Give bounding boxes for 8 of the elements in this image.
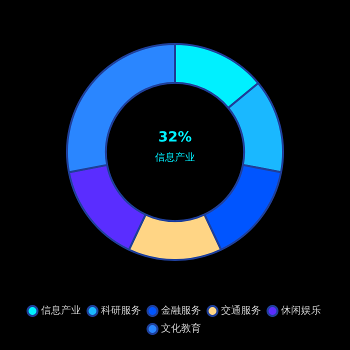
legend-label: 金融服务 bbox=[161, 304, 201, 317]
legend-label: 休闲娱乐 bbox=[281, 304, 321, 317]
legend-label: 科研服务 bbox=[101, 304, 141, 317]
legend-label: 交通服务 bbox=[221, 304, 261, 317]
legend-label: 信息产业 bbox=[41, 304, 81, 317]
text: 信息产业 bbox=[155, 152, 195, 164]
legend-label: 文化教育 bbox=[161, 322, 201, 335]
text: 32% bbox=[158, 130, 192, 146]
